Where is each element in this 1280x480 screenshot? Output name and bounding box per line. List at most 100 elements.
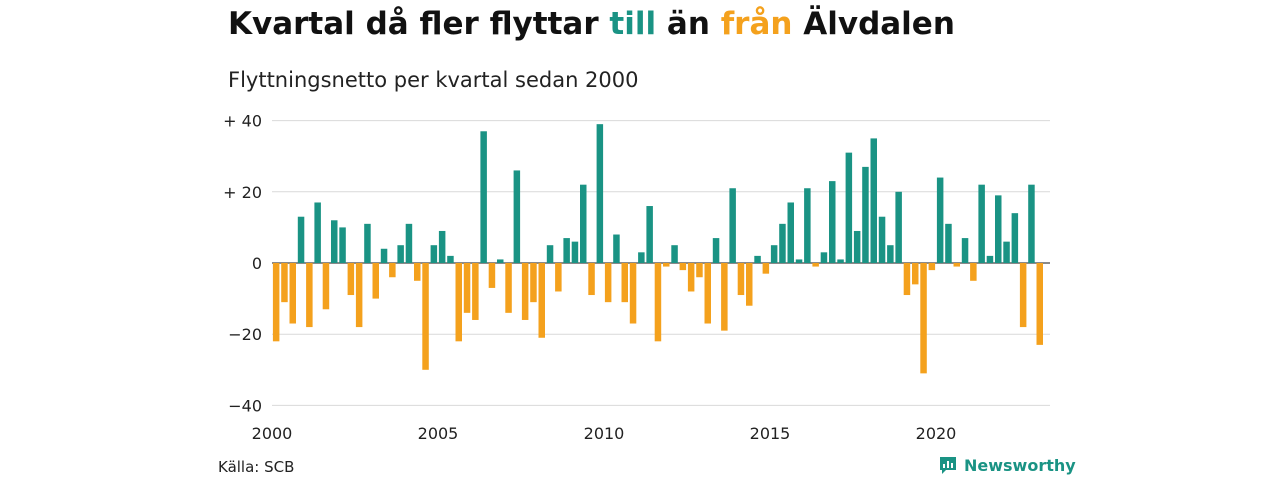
bar (903, 263, 911, 296)
bar (1036, 263, 1043, 345)
bar (571, 241, 579, 263)
bar (629, 263, 637, 324)
y-tick-label: 0 (252, 254, 262, 273)
bar (1011, 213, 1019, 263)
bar (646, 206, 653, 263)
bar (414, 263, 421, 281)
bar (754, 255, 761, 263)
bar (779, 223, 786, 263)
title-part-3: Älvdalen (792, 6, 955, 42)
bar (530, 263, 537, 303)
bar (289, 263, 296, 324)
bar (580, 184, 587, 263)
bar (355, 263, 363, 328)
bar (928, 263, 936, 271)
bar (787, 202, 794, 263)
bar (638, 252, 645, 263)
bars (272, 124, 1043, 374)
bar (314, 202, 321, 263)
bar (347, 263, 355, 296)
bar (364, 223, 371, 263)
bar (671, 245, 678, 263)
bar (953, 263, 960, 267)
bar (488, 263, 496, 288)
bar (812, 263, 819, 267)
bar (737, 263, 745, 296)
bar (679, 263, 687, 271)
bar (853, 230, 861, 263)
bar (281, 263, 288, 303)
y-tick-label: −40 (228, 396, 262, 415)
bar (372, 263, 379, 299)
bar (306, 263, 313, 328)
bar (521, 263, 529, 320)
bar (438, 230, 446, 263)
title-word-fran: från (720, 6, 793, 42)
bar (845, 152, 853, 263)
bar (422, 263, 429, 370)
bar (978, 184, 985, 263)
bar (472, 263, 479, 320)
bar (663, 263, 670, 267)
bar (696, 263, 703, 278)
bar (331, 220, 338, 263)
y-axis-ticks: + 40 + 20 0 −20 −40 (223, 112, 262, 416)
bar (1028, 184, 1035, 263)
bar (1019, 263, 1027, 328)
bar (588, 263, 595, 296)
bar (820, 252, 828, 263)
bar (712, 238, 720, 263)
y-tick-label: + 20 (223, 183, 262, 202)
bar (721, 263, 728, 331)
bar (339, 227, 346, 263)
bar (389, 263, 396, 278)
bar (704, 263, 711, 324)
bar (463, 263, 471, 313)
bar (1003, 241, 1010, 263)
x-tick-label: 2020 (916, 424, 957, 443)
brand-logo-link[interactable]: Newsworthy (938, 455, 1076, 475)
x-tick-label: 2005 (418, 424, 459, 443)
bar (746, 263, 753, 306)
x-axis-ticks: 2000 2005 2010 2015 2020 (252, 424, 957, 443)
chart-title: Kvartal då fler flyttar till än från Älv… (228, 6, 955, 42)
brand-name: Newsworthy (964, 455, 1076, 475)
bar (480, 131, 487, 263)
bar (804, 188, 811, 263)
bar (986, 255, 994, 263)
bar (546, 245, 554, 263)
bar (555, 263, 562, 292)
bar (837, 259, 844, 263)
bar (936, 177, 944, 263)
chart-subtitle: Flyttningsnetto per kvartal sedan 2000 (228, 68, 639, 92)
bar (405, 223, 413, 263)
title-part-1: Kvartal då fler flyttar (228, 6, 610, 42)
y-tick-label: −20 (228, 325, 262, 344)
x-tick-label: 2000 (252, 424, 293, 443)
bar (430, 245, 438, 263)
x-tick-label: 2015 (750, 424, 791, 443)
x-tick-label: 2010 (584, 424, 625, 443)
bar (538, 263, 545, 338)
newsworthy-logo-icon (940, 457, 956, 474)
bar (654, 263, 662, 342)
bar (322, 263, 330, 310)
bar (455, 263, 462, 342)
source-note: Källa: SCB (218, 458, 295, 476)
bar (687, 263, 695, 292)
bar (829, 181, 836, 263)
bar (613, 234, 620, 263)
bar (604, 263, 612, 303)
bar (497, 259, 504, 263)
title-word-till: till (609, 6, 657, 42)
bar (272, 263, 280, 342)
bar (995, 195, 1002, 263)
bar (380, 248, 388, 263)
title-part-2: än (656, 6, 721, 42)
bar (862, 166, 869, 263)
bar (870, 138, 877, 263)
bar (895, 191, 902, 263)
bar (887, 245, 894, 263)
bar (878, 216, 886, 263)
